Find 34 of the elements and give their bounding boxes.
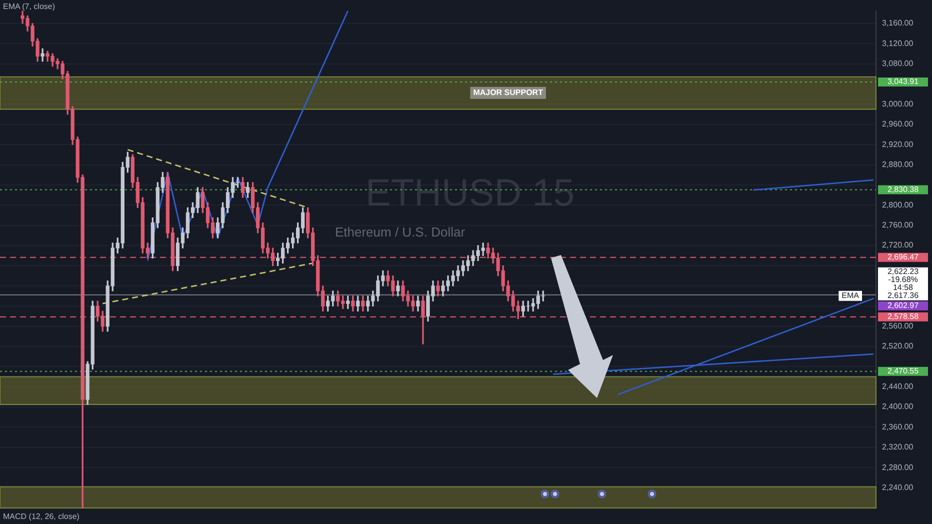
y-tick-label: 2,400.00: [882, 402, 914, 412]
text: 2,617.36: [887, 291, 920, 300]
text: 14:58: [892, 283, 914, 292]
y-tick-label: 2,760.00: [882, 220, 914, 230]
text: 2,602.97: [887, 301, 920, 310]
y-tick-label: 2,240.00: [882, 483, 914, 492]
annotation: EMA: [842, 291, 860, 300]
y-tick-label: 2,720.00: [882, 240, 914, 250]
y-tick-label: 3,120.00: [882, 38, 914, 48]
y-tick-label: 3,000.00: [882, 99, 914, 108]
y-tick-label: 2,520.00: [882, 342, 914, 351]
y-tick-label: 2,440.00: [882, 382, 914, 392]
y-tick-label: 2,800.00: [882, 200, 914, 210]
y-tick-label: 2,320.00: [882, 442, 914, 452]
y-tick-label: 2,960.00: [882, 120, 914, 129]
y-tick-label: 2,920.00: [882, 140, 914, 149]
candlestick: [40, 48, 44, 62]
y-tick-label: 3,160.00: [882, 18, 914, 28]
annotation: EMA (7, close): [3, 2, 56, 12]
y-tick-label: 3,080.00: [882, 59, 914, 68]
ref-line-label: 2,830.38: [887, 185, 920, 194]
ref-line-label: 3,043.91: [887, 77, 920, 86]
ref-line-label: 2,470.55: [887, 366, 920, 376]
y-tick-label: 2,560.00: [882, 321, 914, 330]
y-tick-label: 2,360.00: [882, 422, 914, 432]
y-tick-label: 2,280.00: [882, 462, 914, 472]
band-label: MAJOR SUPPORT: [473, 88, 544, 98]
y-tick-label: 2,880.00: [882, 160, 914, 169]
text: -19.68%: [888, 275, 918, 284]
text: MACD (12, 26, close): [3, 512, 80, 522]
text: Ethereum / U.S. Dollar: [334, 224, 466, 240]
ref-line-label: 2,696.47: [887, 252, 920, 262]
ref-line-label: 2,622.23: [887, 267, 920, 276]
ref-line-label: 2,578.58: [887, 312, 920, 322]
